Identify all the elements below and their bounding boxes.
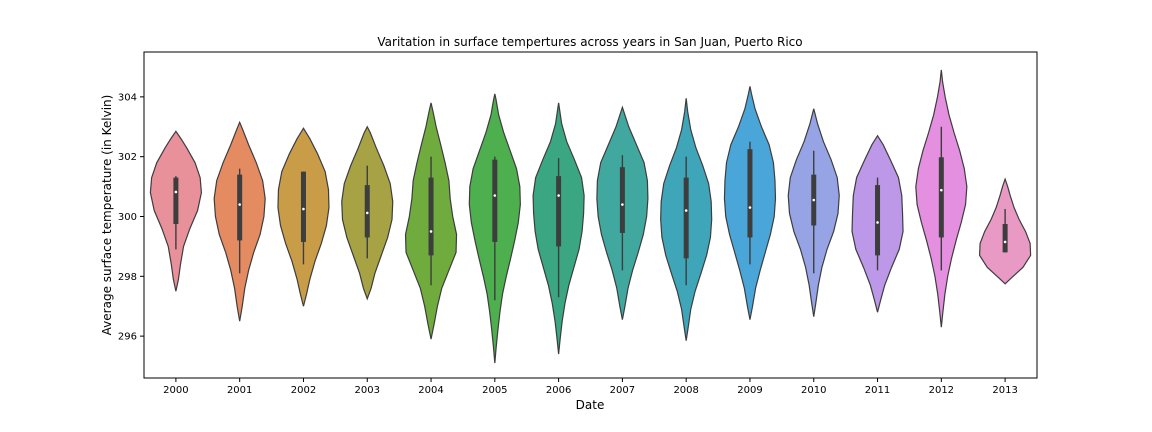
x-tick-label-2005: 2005 bbox=[482, 385, 507, 396]
violins-group bbox=[149, 69, 1032, 364]
x-tick-label-2006: 2006 bbox=[546, 385, 571, 396]
y-axis: 296 298 300 302 304 bbox=[118, 92, 144, 343]
x-axis: 2000 2001 2002 2003 2004 2005 2006 2007 2008 2009… bbox=[163, 378, 1018, 396]
violin-iqr-box-2012 bbox=[938, 157, 944, 238]
x-tick-label-2000: 2000 bbox=[163, 385, 188, 396]
chart-title: Varitation in surface tempertures across… bbox=[377, 35, 802, 49]
x-tick-label-2010: 2010 bbox=[801, 385, 826, 396]
violin-iqr-box-2006 bbox=[556, 176, 562, 247]
y-tick-label-296: 296 bbox=[118, 332, 137, 343]
violin-iqr-box-2003 bbox=[364, 185, 370, 238]
violin-2008 bbox=[660, 98, 713, 341]
violin-2002 bbox=[277, 127, 330, 307]
violin-median-2012 bbox=[940, 188, 943, 192]
violin-median-2004 bbox=[429, 230, 433, 233]
violin-median-2013 bbox=[1003, 240, 1007, 244]
y-tick-label-302: 302 bbox=[118, 152, 137, 163]
x-tick-label-2009: 2009 bbox=[737, 385, 762, 396]
violin-iqr-box-2005 bbox=[492, 159, 498, 242]
x-tick-label-2011: 2011 bbox=[865, 385, 890, 396]
x-tick-label-2003: 2003 bbox=[355, 385, 380, 396]
violin-median-2005 bbox=[493, 194, 497, 197]
violin-median-2011 bbox=[876, 221, 879, 224]
violin-iqr-box-2013 bbox=[1002, 223, 1008, 253]
x-axis-label: Date bbox=[576, 398, 605, 412]
violin-median-2007 bbox=[621, 203, 624, 206]
violin-median-2000 bbox=[174, 190, 178, 194]
violin-median-2010 bbox=[812, 198, 816, 202]
violin-2013 bbox=[978, 177, 1032, 285]
violin-median-2009 bbox=[748, 206, 752, 209]
violin-2010 bbox=[787, 108, 840, 317]
violin-2005 bbox=[468, 93, 521, 364]
violin-iqr-box-2008 bbox=[683, 177, 689, 259]
violin-2007 bbox=[596, 105, 649, 320]
violin-2003 bbox=[341, 125, 394, 301]
violin-2012 bbox=[915, 69, 968, 328]
x-tick-label-2002: 2002 bbox=[291, 385, 316, 396]
violin-median-2003 bbox=[365, 211, 369, 215]
violin-median-2006 bbox=[557, 194, 560, 197]
x-tick-label-2012: 2012 bbox=[929, 385, 954, 396]
x-tick-label-2004: 2004 bbox=[418, 385, 443, 396]
x-tick-label-2013: 2013 bbox=[992, 385, 1017, 396]
violin-2009 bbox=[723, 86, 777, 320]
y-tick-label-300: 300 bbox=[118, 212, 137, 223]
y-tick-label-304: 304 bbox=[118, 92, 137, 103]
x-tick-label-2008: 2008 bbox=[673, 385, 698, 396]
violin-2004 bbox=[404, 102, 458, 340]
y-tick-label-298: 298 bbox=[118, 272, 137, 283]
plot-frame bbox=[143, 51, 1038, 379]
violin-iqr-box-2009 bbox=[747, 149, 753, 238]
violin-2001 bbox=[213, 120, 266, 322]
violin-median-2002 bbox=[302, 207, 305, 211]
x-tick-label-2001: 2001 bbox=[227, 385, 252, 396]
violin-median-2008 bbox=[684, 209, 688, 212]
violin-iqr-box-2004 bbox=[428, 177, 434, 256]
violin-iqr-box-2011 bbox=[875, 185, 881, 256]
violin-iqr-box-2001 bbox=[237, 174, 243, 241]
violin-iqr-box-2000 bbox=[173, 177, 179, 224]
violin-2011 bbox=[851, 134, 904, 313]
violin-median-2001 bbox=[238, 203, 241, 206]
violin-2006 bbox=[532, 102, 585, 355]
x-tick-label-2007: 2007 bbox=[610, 385, 635, 396]
violin-iqr-box-2002 bbox=[300, 171, 306, 242]
violin-2000 bbox=[149, 130, 203, 292]
violin-iqr-box-2007 bbox=[619, 167, 625, 233]
y-axis-label: Average surface temperature (in Kelvin) bbox=[100, 95, 114, 336]
